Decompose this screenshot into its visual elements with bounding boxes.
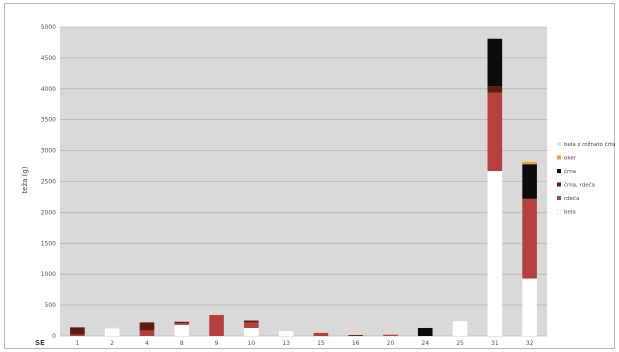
bar-segment <box>244 327 259 336</box>
legend-label: oker <box>564 156 577 162</box>
bar-segment <box>139 330 155 336</box>
bar-segment <box>487 92 503 171</box>
legend: bela z rožnato črtam oker črna črna, rdeča r… <box>556 141 616 216</box>
legend-swatch <box>557 155 561 160</box>
legend-swatch <box>557 196 561 200</box>
x-tick-label: 13 <box>282 340 290 347</box>
x-tick-label: 16 <box>352 340 360 347</box>
y-tick-label: 5000 <box>41 24 56 31</box>
bar-segment <box>244 322 259 328</box>
bar-segment <box>522 198 537 279</box>
x-tick-labels: 1 2 4 8 9 10 13 15 16 20 24 25 31 32 <box>75 340 533 347</box>
legend-label: črna, rdeča <box>564 182 595 189</box>
bar-segment <box>348 335 363 336</box>
y-tick-label: 1000 <box>41 271 56 278</box>
x-tick-label: 25 <box>456 340 464 347</box>
x-tick-label: 24 <box>421 340 429 347</box>
y-tick-label: 3000 <box>41 148 56 155</box>
bar-segment <box>487 38 503 87</box>
bar-segment <box>383 334 398 336</box>
bar-segment <box>209 314 224 336</box>
bar-segment <box>174 321 190 324</box>
legend-label: črna <box>564 168 576 175</box>
y-axis-title: teža (g) <box>21 166 29 193</box>
bar-segment <box>174 323 190 325</box>
y-tick-label: 2500 <box>41 179 56 186</box>
bar-segment <box>522 161 537 165</box>
y-tick-label: 4500 <box>41 55 56 62</box>
bar-segment <box>313 332 329 336</box>
chart-frame: 0 500 1000 1500 2000 2500 3000 3500 4000 4500 5000… <box>4 3 616 349</box>
bar-segment <box>244 320 259 323</box>
y-tick-label: 500 <box>45 302 57 309</box>
y-tick-labels: 0 500 1000 1500 2000 2500 3000 3500 4000 4500 5000 <box>41 24 56 340</box>
bar-segment <box>278 331 294 336</box>
bar-segment <box>139 322 155 331</box>
y-tick-label: 1500 <box>41 240 56 247</box>
x-tick-label: 1 <box>75 340 79 347</box>
bar-segment <box>522 164 537 199</box>
x-tick-label: 9 <box>215 340 219 347</box>
bar-segment <box>417 327 433 336</box>
x-tick-label: 10 <box>248 340 256 347</box>
x-tick-label: 4 <box>145 340 149 347</box>
bar-segment <box>522 278 537 336</box>
legend-label: bela z rožnato črtam <box>564 141 616 148</box>
y-tick-label: 4000 <box>41 86 56 93</box>
gridlines <box>60 26 547 337</box>
x-tick-label: 31 <box>491 340 499 347</box>
x-axis-title: SE <box>35 339 45 347</box>
bar-segment <box>70 334 85 336</box>
x-tick-label: 32 <box>526 340 534 347</box>
bar-segment <box>104 327 120 329</box>
x-tick-label: 15 <box>317 340 325 347</box>
x-tick-label: 2 <box>110 340 114 347</box>
bars <box>70 38 537 336</box>
y-tick-label: 3500 <box>41 117 56 124</box>
x-tick-label: 20 <box>387 340 395 347</box>
bar-segment <box>174 324 190 336</box>
legend-label: bela <box>564 210 576 216</box>
y-tick-label: 0 <box>52 333 56 340</box>
legend-label: rdeča <box>564 195 579 202</box>
bar-segment <box>104 328 120 336</box>
bar-segment <box>487 170 503 336</box>
legend-swatch <box>556 209 562 214</box>
bar-segment <box>70 327 85 335</box>
legend-swatch <box>557 182 561 187</box>
legend-swatch <box>557 169 561 173</box>
legend-swatch <box>557 142 561 146</box>
x-tick-label: 8 <box>180 340 184 347</box>
bar-segment <box>452 321 468 336</box>
chart: 0 500 1000 1500 2000 2500 3000 3500 4000 4500 5000… <box>21 24 616 347</box>
y-tick-label: 2000 <box>41 209 56 216</box>
bar-segment <box>487 86 503 93</box>
